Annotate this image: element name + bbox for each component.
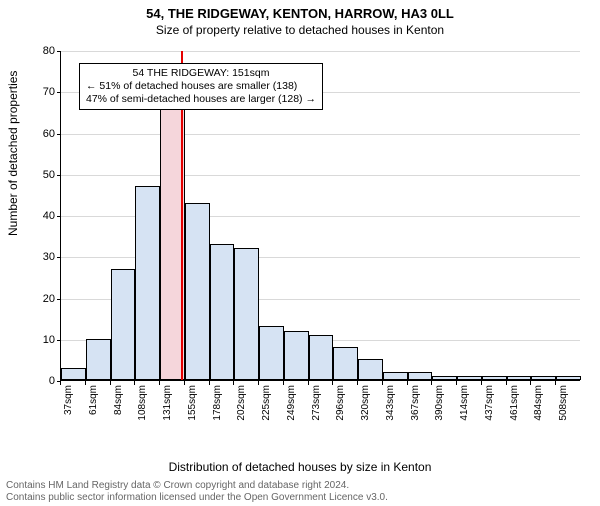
xtick-mark [283,381,284,385]
annotation-line: 47% of semi-detached houses are larger (… [86,93,316,106]
histogram-bar [210,244,235,380]
histogram-bar [259,326,284,380]
xtick-mark [258,381,259,385]
ytick-label: 0 [25,375,55,387]
ytick-mark [57,216,61,217]
xtick-label: 178sqm [212,385,223,421]
ytick-mark [57,299,61,300]
xtick-mark [233,381,234,385]
chart-area: 54 THE RIDGEWAY: 151sqm← 51% of detached… [60,51,580,431]
xtick-mark [60,381,61,385]
histogram-bar [234,248,259,380]
histogram-bar [135,186,160,380]
xtick-label: 461sqm [509,385,520,421]
xtick-mark [382,381,383,385]
histogram-bar [86,339,111,380]
xtick-label: 61sqm [88,385,99,415]
annotation-box: 54 THE RIDGEWAY: 151sqm← 51% of detached… [79,63,323,110]
ytick-label: 20 [25,293,55,305]
xtick-mark [308,381,309,385]
xtick-label: 437sqm [484,385,495,421]
xtick-label: 367sqm [410,385,421,421]
xtick-label: 225sqm [261,385,272,421]
xtick-mark [456,381,457,385]
xtick-label: 484sqm [533,385,544,421]
histogram-bar [408,372,433,380]
xtick-label: 108sqm [137,385,148,421]
histogram-bar [432,376,457,380]
histogram-bar [358,359,383,380]
histogram-bar [556,376,581,380]
histogram-bar [531,376,556,380]
xtick-label: 131sqm [162,385,173,421]
ytick-mark [57,340,61,341]
xtick-mark [85,381,86,385]
footer-attribution: Contains HM Land Registry data © Crown c… [6,480,388,504]
gridline-h [61,134,580,135]
xtick-mark [481,381,482,385]
ytick-mark [57,92,61,93]
histogram-bar [309,335,334,380]
xtick-mark [110,381,111,385]
ytick-label: 50 [25,169,55,181]
xtick-mark [159,381,160,385]
ytick-mark [57,175,61,176]
annotation-line: 54 THE RIDGEWAY: 151sqm [86,67,316,80]
xtick-label: 84sqm [113,385,124,415]
gridline-h [61,51,580,52]
xtick-label: 249sqm [286,385,297,421]
histogram-bar [482,376,507,380]
footer-line-1: Contains HM Land Registry data © Crown c… [6,480,388,492]
xtick-label: 202sqm [236,385,247,421]
xtick-label: 155sqm [187,385,198,421]
histogram-bar [457,376,482,380]
xtick-label: 320sqm [360,385,371,421]
xtick-mark [431,381,432,385]
histogram-bar [507,376,532,380]
xtick-mark [184,381,185,385]
xtick-mark [555,381,556,385]
ytick-label: 80 [25,45,55,57]
x-axis-label: Distribution of detached houses by size … [0,460,600,474]
xtick-mark [506,381,507,385]
chart-title-main: 54, THE RIDGEWAY, KENTON, HARROW, HA3 0L… [0,6,600,21]
ytick-label: 10 [25,334,55,346]
ytick-label: 30 [25,251,55,263]
xtick-mark [357,381,358,385]
xtick-label: 508sqm [558,385,569,421]
xtick-mark [209,381,210,385]
histogram-bar [333,347,358,380]
footer-line-2: Contains public sector information licen… [6,492,388,504]
plot-region: 54 THE RIDGEWAY: 151sqm← 51% of detached… [60,51,580,381]
xtick-label: 414sqm [459,385,470,421]
annotation-line: ← 51% of detached houses are smaller (13… [86,80,316,93]
xtick-label: 37sqm [63,385,74,415]
xtick-mark [407,381,408,385]
xtick-label: 273sqm [311,385,322,421]
histogram-bar [111,269,136,380]
xtick-mark [134,381,135,385]
ytick-mark [57,51,61,52]
gridline-h [61,175,580,176]
ytick-label: 40 [25,210,55,222]
ytick-mark [57,134,61,135]
histogram-bar [185,203,210,380]
xtick-label: 343sqm [385,385,396,421]
histogram-bar [284,331,309,381]
y-axis-label: Number of detached properties [6,71,20,236]
xtick-label: 390sqm [434,385,445,421]
xtick-mark [530,381,531,385]
histogram-bar [61,368,86,380]
histogram-bar [383,372,408,380]
ytick-label: 60 [25,128,55,140]
chart-title-sub: Size of property relative to detached ho… [0,23,600,37]
ytick-label: 70 [25,86,55,98]
ytick-mark [57,257,61,258]
xtick-label: 296sqm [335,385,346,421]
xtick-mark [332,381,333,385]
